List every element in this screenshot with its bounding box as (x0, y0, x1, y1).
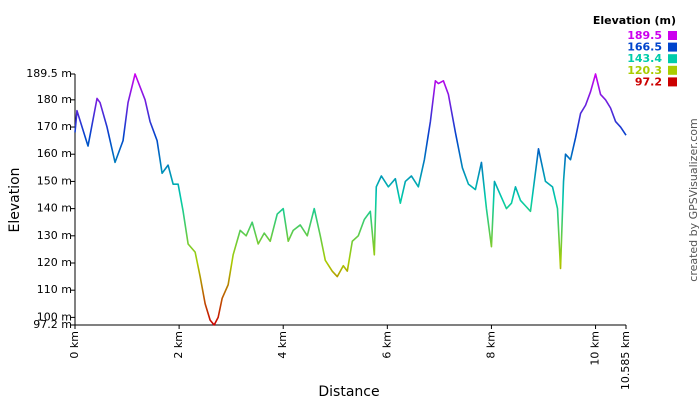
y-tick-label: 100 m (37, 310, 72, 323)
y-tick-label: 160 m (37, 147, 72, 160)
x-tick-label: 4 km (276, 331, 289, 359)
y-tick-label: 180 m (37, 93, 72, 106)
x-axis-title: Distance (318, 384, 379, 400)
x-tick-label: 8 km (484, 331, 497, 359)
y-tick-label: 189.5 m (26, 67, 72, 80)
y-tick-label: 140 m (37, 202, 72, 215)
legend-swatch (668, 42, 677, 52)
legend-swatch (668, 77, 677, 87)
x-tick-label: 6 km (380, 331, 393, 359)
y-tick-label: 150 m (37, 174, 72, 187)
legend-swatch (668, 65, 677, 75)
x-tick-label: 10 km (589, 331, 602, 366)
legend-label: 189.5 (627, 29, 662, 42)
elevation-line (74, 73, 627, 326)
legend-label: 166.5 (627, 41, 662, 54)
x-tick-label: 0 km (68, 331, 81, 359)
legend-label: 97.2 (635, 75, 662, 88)
y-tick-label: 97.2 m (33, 318, 72, 331)
y-tick-label: 110 m (37, 283, 72, 296)
y-tick-label: 130 m (37, 229, 72, 242)
credit: created by GPSVisualizer.com (687, 118, 700, 281)
legend-label: 120.3 (627, 64, 662, 77)
x-tick-label: 2 km (172, 331, 185, 359)
legend-swatch (668, 54, 677, 64)
legend-title: Elevation (m) (593, 14, 676, 27)
y-tick-label: 120 m (37, 256, 72, 269)
y-tick-label: 170 m (37, 120, 72, 133)
legend-swatch (668, 31, 677, 40)
y-axis-title: Elevation (7, 167, 23, 232)
x-tick-label: 10.585 km (619, 331, 632, 390)
legend-label: 143.4 (627, 52, 662, 65)
